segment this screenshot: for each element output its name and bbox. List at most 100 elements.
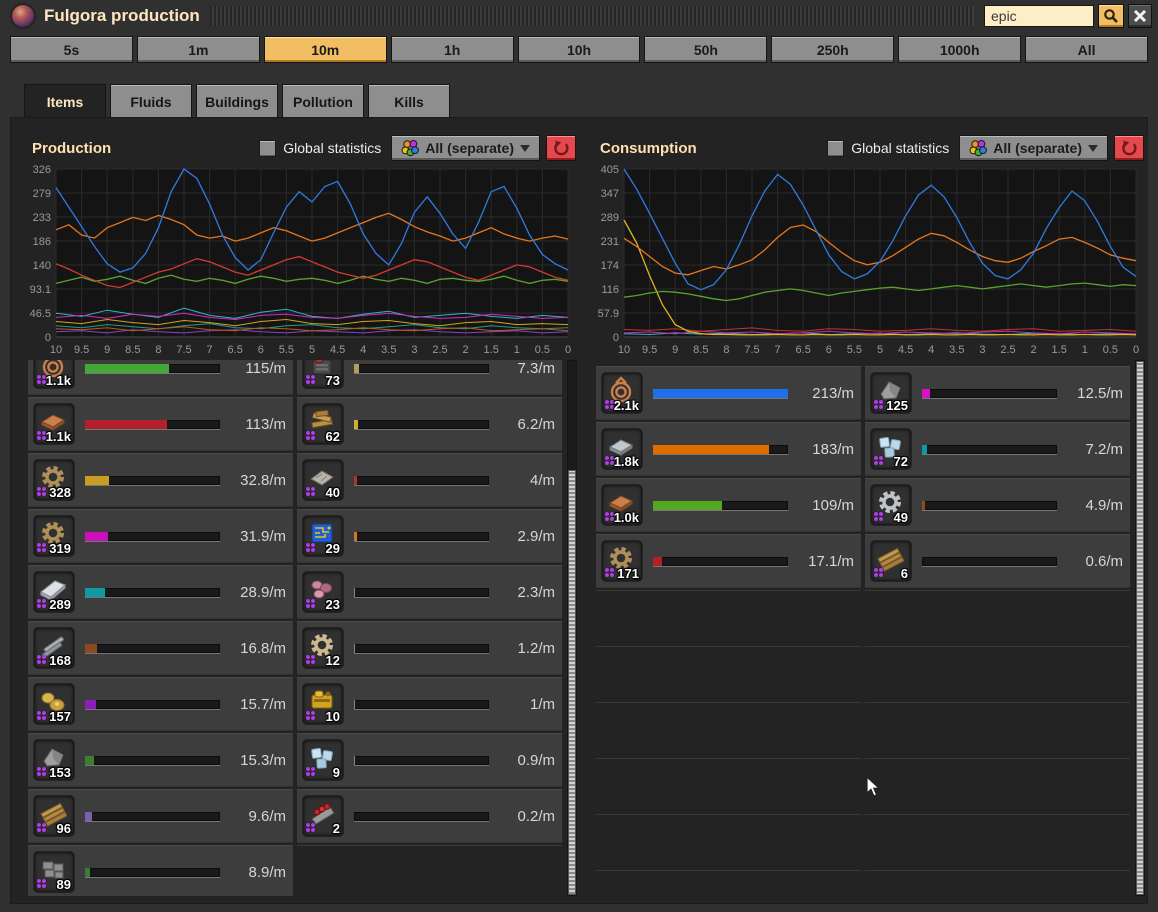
item-count: 89 bbox=[56, 877, 71, 892]
iron-stick-icon[interactable]: 168 bbox=[33, 627, 75, 669]
time-button-all[interactable]: All bbox=[1025, 36, 1149, 63]
svg-text:0.5: 0.5 bbox=[535, 344, 550, 356]
time-button-1000h[interactable]: 1000h bbox=[898, 36, 1022, 63]
motor-icon[interactable]: 73 bbox=[302, 360, 344, 389]
copper-cable-icon[interactable]: 2.1k bbox=[601, 372, 643, 414]
wood-icon[interactable]: 6 bbox=[870, 540, 912, 582]
consumption-chart: 405 347 289 231 174 116 57.9 0 10 9.5 9 8.5 8 7.5 7 6.5… bbox=[596, 164, 1140, 361]
item-row[interactable]: 153 15.3/m bbox=[28, 733, 293, 787]
gear-bronze-icon[interactable]: 319 bbox=[33, 515, 75, 557]
item-row[interactable]: 125 12.5/m bbox=[865, 366, 1130, 420]
time-button-250h[interactable]: 250h bbox=[771, 36, 895, 63]
epic-quality-icon bbox=[874, 456, 884, 466]
reset-button[interactable] bbox=[1114, 135, 1144, 161]
item-row[interactable]: 73 7.3/m bbox=[297, 360, 562, 395]
scrollbar-thumb[interactable] bbox=[1136, 361, 1144, 895]
time-button-10m[interactable]: 10m bbox=[263, 36, 387, 63]
time-button-50h[interactable]: 50h bbox=[644, 36, 768, 63]
processing-unit-icon[interactable]: 29 bbox=[302, 515, 344, 557]
item-row[interactable]: 2 0.2/m bbox=[297, 789, 562, 843]
item-rate: 113/m bbox=[245, 415, 286, 433]
wood-icon[interactable]: 96 bbox=[33, 795, 75, 837]
item-art bbox=[876, 544, 905, 572]
time-button-1m[interactable]: 1m bbox=[136, 36, 260, 63]
item-row[interactable]: 10 1/m bbox=[297, 677, 562, 731]
iron-plate-icon[interactable]: 1.8k bbox=[601, 428, 643, 470]
gold-ore-icon[interactable]: 157 bbox=[33, 683, 75, 725]
scrollbar-thumb[interactable] bbox=[568, 470, 576, 895]
tab-fluids[interactable]: Fluids bbox=[110, 84, 192, 118]
item-row[interactable]: 29 2.9/m bbox=[297, 509, 562, 563]
steel-plate-icon[interactable]: 289 bbox=[33, 571, 75, 613]
search-input[interactable] bbox=[984, 5, 1094, 27]
stone-icon[interactable]: 125 bbox=[870, 372, 912, 414]
svg-text:2: 2 bbox=[463, 344, 469, 356]
quality-filter-dropdown[interactable]: All (separate) bbox=[391, 135, 540, 161]
ice-icon[interactable]: 9 bbox=[302, 739, 344, 781]
item-row[interactable]: 49 4.9/m bbox=[865, 478, 1130, 532]
copper-plate-icon[interactable]: 1.1k bbox=[33, 403, 75, 445]
time-button-5s[interactable]: 5s bbox=[10, 36, 133, 63]
item-progress-fill bbox=[354, 755, 356, 765]
item-art bbox=[39, 463, 67, 491]
item-row[interactable]: 12 1.2/m bbox=[297, 621, 562, 675]
item-row[interactable]: 23 2.3/m bbox=[297, 565, 562, 619]
copper-cable-icon[interactable]: 1.1k bbox=[33, 360, 75, 389]
consumption-scrollbar[interactable] bbox=[1135, 360, 1145, 896]
yellow-machine-icon[interactable]: 10 bbox=[302, 683, 344, 725]
item-row[interactable]: 40 4/m bbox=[297, 453, 562, 507]
item-row[interactable]: 9 0.9/m bbox=[297, 733, 562, 787]
item-progress-bar bbox=[85, 643, 220, 653]
item-row[interactable]: 96 9.6/m bbox=[28, 789, 293, 843]
gear-gray-icon[interactable]: 49 bbox=[870, 484, 912, 526]
close-button[interactable] bbox=[1128, 4, 1152, 28]
stone-tile-icon[interactable]: 40 bbox=[302, 459, 344, 501]
item-row[interactable]: 1.8k 183/m bbox=[596, 422, 861, 476]
item-row[interactable]: 89 8.9/m bbox=[28, 845, 293, 896]
gear-bronze-icon[interactable]: 328 bbox=[33, 459, 75, 501]
quality-filter-dropdown[interactable]: All (separate) bbox=[959, 135, 1108, 161]
tab-pollution[interactable]: Pollution bbox=[282, 84, 364, 118]
item-row[interactable]: 171 17.1/m bbox=[596, 534, 861, 588]
production-scrollbar[interactable] bbox=[567, 360, 577, 896]
tab-items[interactable]: Items bbox=[24, 84, 106, 119]
drag-handle[interactable] bbox=[209, 6, 974, 26]
empty-row bbox=[865, 590, 1130, 644]
scrap-icon[interactable]: 23 bbox=[302, 571, 344, 613]
item-row[interactable]: 328 32.8/m bbox=[28, 453, 293, 507]
time-button-1h[interactable]: 1h bbox=[390, 36, 514, 63]
tab-kills[interactable]: Kills bbox=[368, 84, 450, 118]
item-rate: 4.9/m bbox=[1085, 496, 1123, 514]
global-statistics-checkbox[interactable] bbox=[827, 139, 845, 157]
item-row[interactable]: 157 15.7/m bbox=[28, 677, 293, 731]
svg-text:7.5: 7.5 bbox=[176, 344, 191, 356]
item-row[interactable]: 1.1k 115/m bbox=[28, 360, 293, 395]
red-machine-icon[interactable]: 2 bbox=[302, 795, 344, 837]
stone-brick-icon[interactable]: 89 bbox=[33, 851, 75, 893]
stone-icon[interactable]: 153 bbox=[33, 739, 75, 781]
copper-plate-icon[interactable]: 1.0k bbox=[601, 484, 643, 526]
gear-bronze-icon[interactable]: 171 bbox=[601, 540, 643, 582]
epic-quality-icon bbox=[37, 487, 47, 497]
item-progress-bar bbox=[922, 388, 1057, 398]
item-row[interactable]: 72 7.2/m bbox=[865, 422, 1130, 476]
item-row[interactable]: 6 0.6/m bbox=[865, 534, 1130, 588]
panel-title: Consumption bbox=[600, 139, 697, 157]
time-button-10h[interactable]: 10h bbox=[517, 36, 641, 63]
item-row[interactable]: 289 28.9/m bbox=[28, 565, 293, 619]
item-row[interactable]: 1.1k 113/m bbox=[28, 397, 293, 451]
global-statistics-checkbox[interactable] bbox=[259, 139, 277, 157]
empty-row bbox=[596, 646, 861, 700]
item-row[interactable]: 319 31.9/m bbox=[28, 509, 293, 563]
tab-buildings[interactable]: Buildings bbox=[196, 84, 278, 118]
reset-button[interactable] bbox=[546, 135, 576, 161]
item-progress-bar bbox=[354, 699, 489, 709]
search-button[interactable] bbox=[1098, 4, 1124, 28]
item-row[interactable]: 1.0k 109/m bbox=[596, 478, 861, 532]
item-row[interactable]: 168 16.8/m bbox=[28, 621, 293, 675]
ice-icon[interactable]: 72 bbox=[870, 428, 912, 470]
wood-pile-icon[interactable]: 62 bbox=[302, 403, 344, 445]
item-row[interactable]: 2.1k 213/m bbox=[596, 366, 861, 420]
tan-gear-icon[interactable]: 12 bbox=[302, 627, 344, 669]
item-row[interactable]: 62 6.2/m bbox=[297, 397, 562, 451]
